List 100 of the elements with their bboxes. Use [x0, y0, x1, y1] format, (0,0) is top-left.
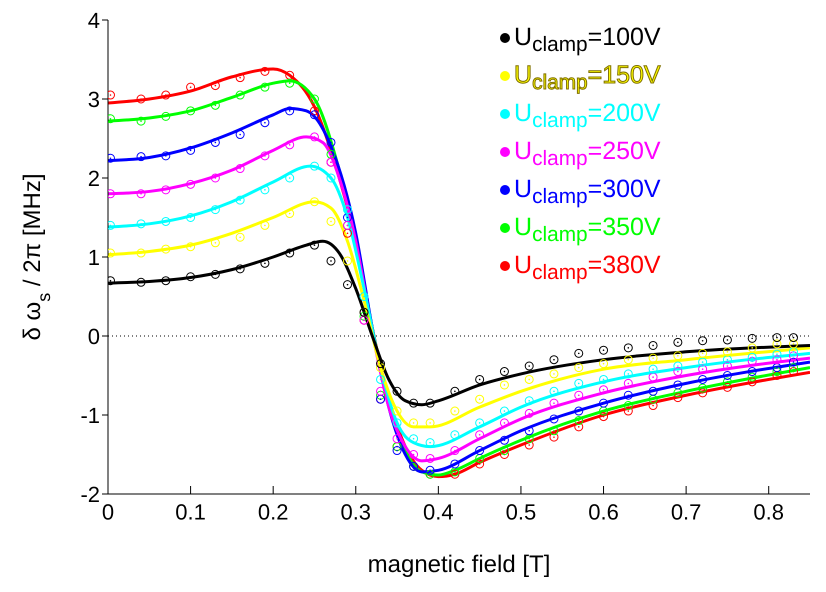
x-tick-label: 0.4	[423, 500, 454, 525]
point	[285, 140, 294, 150]
y-tick-label: 2	[88, 166, 100, 191]
point	[788, 339, 798, 348]
point	[788, 347, 798, 356]
point	[475, 394, 484, 404]
point	[210, 174, 220, 182]
point	[475, 418, 484, 428]
point	[285, 174, 294, 182]
point	[376, 359, 386, 368]
point	[673, 362, 682, 371]
point	[748, 343, 757, 352]
point	[343, 213, 352, 222]
legend-label: U$_{clamp}$=300V	[514, 175, 661, 208]
point	[698, 388, 708, 398]
point	[450, 430, 460, 440]
point	[136, 152, 146, 162]
point	[549, 432, 558, 442]
point	[326, 174, 336, 182]
point	[698, 374, 708, 384]
point	[624, 401, 633, 410]
point	[549, 426, 558, 436]
point	[186, 106, 196, 116]
point	[599, 412, 608, 422]
point	[722, 362, 732, 371]
point	[500, 367, 509, 376]
point	[210, 100, 220, 110]
point	[343, 256, 352, 266]
point	[648, 394, 658, 404]
y-tick-label: 4	[88, 8, 100, 33]
point	[326, 150, 336, 159]
x-tick-label: 0.2	[258, 500, 288, 525]
point	[161, 185, 170, 194]
point	[673, 388, 682, 398]
point	[549, 355, 558, 364]
y-tick-label: -1	[80, 402, 100, 428]
point	[475, 374, 484, 384]
point	[648, 364, 658, 374]
y-tick-label: -2	[80, 482, 100, 507]
point	[285, 70, 294, 80]
point	[574, 406, 584, 416]
point	[599, 406, 608, 416]
legend-label: U$_{clamp}$=150V	[514, 61, 661, 94]
point	[426, 454, 435, 463]
point	[136, 278, 146, 287]
point	[426, 398, 435, 408]
point	[673, 393, 682, 402]
point	[624, 343, 633, 352]
point	[392, 446, 402, 456]
point	[285, 78, 294, 88]
x-tick-label: 0.6	[588, 500, 619, 525]
point	[186, 213, 196, 222]
point	[236, 164, 245, 174]
legend-label: U$_{clamp}$=380V	[514, 251, 661, 284]
legend-label: U$_{clamp}$=200V	[514, 99, 661, 132]
point	[136, 94, 146, 104]
point	[549, 369, 558, 378]
point	[648, 401, 658, 410]
y-tick-label: 0	[88, 324, 100, 349]
point	[549, 414, 558, 424]
point	[409, 398, 418, 408]
point	[136, 248, 146, 258]
point	[599, 346, 608, 355]
x-axis-title: magnetic field [T]	[368, 551, 550, 578]
point	[624, 390, 633, 400]
point	[524, 362, 534, 371]
point	[392, 418, 402, 428]
point	[186, 272, 196, 282]
point	[326, 138, 336, 147]
point	[236, 232, 245, 242]
point	[210, 138, 220, 147]
point	[260, 151, 270, 160]
point	[748, 377, 757, 386]
point	[409, 450, 418, 459]
point	[236, 90, 245, 100]
point	[673, 367, 682, 376]
point	[310, 240, 319, 250]
point	[524, 434, 534, 444]
point	[392, 434, 402, 444]
point	[475, 430, 484, 440]
point	[161, 244, 170, 254]
point	[772, 339, 782, 348]
legend-label: U$_{clamp}$=250V	[514, 137, 661, 170]
x-tick-label: 0.3	[340, 500, 372, 525]
point	[599, 385, 608, 394]
point	[673, 351, 682, 360]
point	[624, 355, 633, 364]
point	[673, 380, 682, 390]
point	[343, 280, 352, 290]
point	[500, 446, 509, 456]
point	[624, 369, 633, 378]
point	[450, 470, 460, 479]
point	[772, 350, 782, 359]
point	[376, 390, 386, 400]
point	[500, 436, 509, 445]
point	[475, 459, 484, 468]
point	[524, 408, 534, 418]
point	[748, 372, 757, 382]
point	[236, 264, 245, 274]
point	[161, 151, 170, 160]
